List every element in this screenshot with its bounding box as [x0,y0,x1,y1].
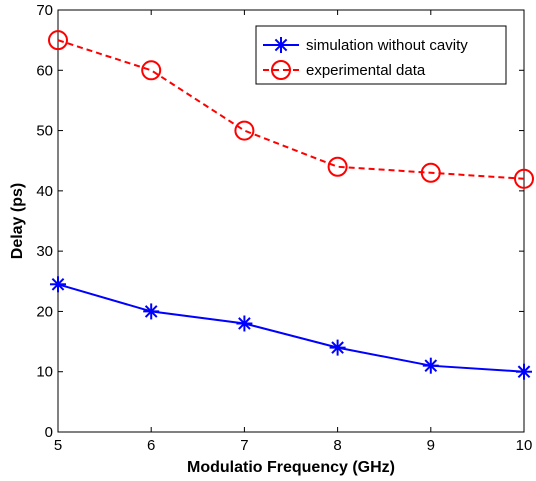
series-1 [50,276,532,380]
y-tick-label: 30 [36,243,53,260]
legend-marker [271,60,291,80]
x-tick-label: 9 [427,437,435,454]
legend-item: simulation without cavity [263,37,468,54]
tick-labels: 5 6 7 8 9 10 0 10 20 30 40 50 60 70 [36,2,532,454]
data-point [420,162,441,183]
y-tick-label: 60 [36,62,53,79]
y-tick-label: 10 [36,364,53,381]
data-point [422,357,439,374]
data-point [514,168,534,189]
data-point [141,60,162,81]
legend-label: simulation without cavity [306,37,468,54]
data-point [329,339,346,356]
legend-label: experimental data [306,62,426,79]
y-tick-label: 50 [36,123,53,140]
series-line [57,283,525,373]
x-tick-label: 8 [333,437,341,454]
data-point [143,303,160,320]
x-axis-title: Modulatio Frequency (GHz) [187,459,395,476]
legend-marker [273,37,289,53]
y-tick-label: 20 [36,303,53,320]
asterisk-stroke [51,277,65,291]
legend-item: experimental data [263,60,426,80]
asterisk-stroke [238,317,251,330]
y-axis-title: Delay (ps) [9,183,26,259]
x-tick-label: 5 [54,437,62,454]
asterisk-stroke [517,365,531,379]
asterisk-stroke [274,38,288,52]
x-tick-label: 7 [240,437,248,454]
y-tick-label: 40 [36,183,53,200]
data-point [516,363,532,380]
asterisk-stroke [424,359,438,372]
series-layer [48,30,534,380]
data-point [50,276,66,293]
x-tick-label: 10 [516,437,533,454]
data-point [327,156,348,177]
data-point [48,30,68,51]
data-point [234,120,255,141]
series-line [57,39,525,180]
y-tick-label: 0 [45,424,53,441]
axis-ticks [57,9,525,433]
data-point [236,315,253,332]
asterisk-stroke [144,305,158,318]
asterisk-stroke [331,341,344,354]
x-tick-label: 6 [147,437,155,454]
y-tick-label: 70 [36,2,53,19]
legend-box [255,25,507,85]
legend: simulation without cavity experimental da… [255,25,507,85]
series-2 [48,30,534,189]
